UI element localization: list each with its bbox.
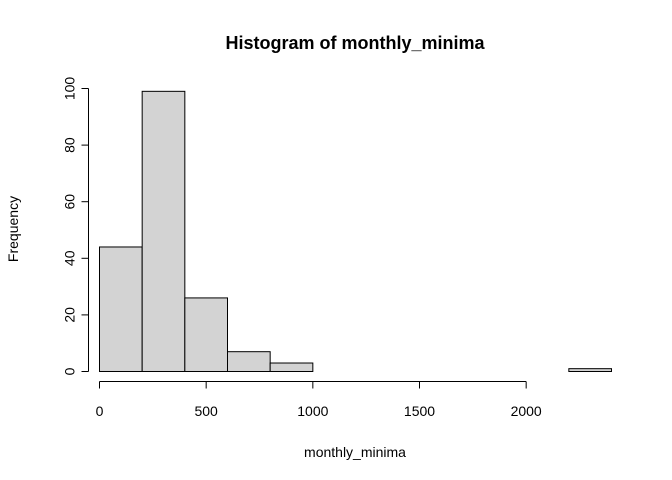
histogram-bar-2 xyxy=(184,297,228,373)
x-tick-label-500: 500 xyxy=(194,403,218,419)
x-tick-label-1500: 1500 xyxy=(404,403,435,419)
histogram-bar-0 xyxy=(99,246,143,372)
y-tick-label-100: 100 xyxy=(62,77,78,101)
y-tick-label-20: 20 xyxy=(62,307,78,323)
y-tick-label-40: 40 xyxy=(62,250,78,266)
histogram-bar-11 xyxy=(568,368,612,373)
y-axis-label: Frequency xyxy=(5,196,21,262)
histogram-bar-3 xyxy=(227,351,271,373)
x-tick-label-0: 0 xyxy=(96,403,104,419)
histogram-bar-4 xyxy=(269,362,314,373)
y-tick-label-80: 80 xyxy=(62,137,78,153)
x-tick-label-1000: 1000 xyxy=(297,403,328,419)
histogram-bar-1 xyxy=(141,90,186,373)
y-tick-label-60: 60 xyxy=(62,194,78,210)
bars-group xyxy=(99,90,612,373)
x-axis-label: monthly_minima xyxy=(304,444,406,460)
chart-title: Histogram of monthly_minima xyxy=(225,33,485,53)
x-axis: 0 500 1000 1500 2000 xyxy=(96,381,542,419)
y-axis: 0 20 40 60 80 100 xyxy=(62,77,89,375)
x-tick-label-2000: 2000 xyxy=(511,403,542,419)
y-tick-label-0: 0 xyxy=(62,367,78,375)
